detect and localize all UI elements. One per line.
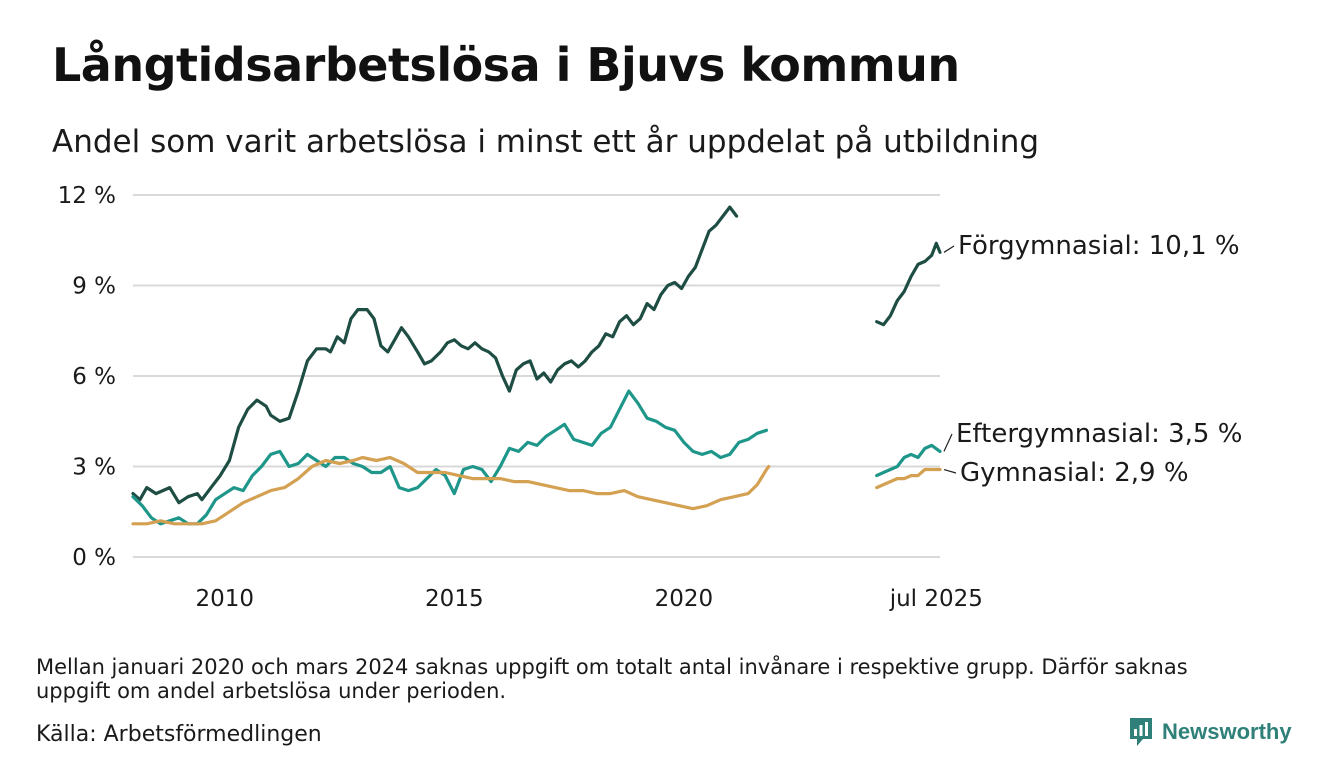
label-leader-line: [943, 468, 957, 474]
label-leader-line: [943, 245, 955, 253]
y-axis: 0 % 3 % 6 % 9 % 12 %: [58, 183, 116, 571]
x-tick-label: 2020: [655, 586, 714, 612]
y-tick-label: 12 %: [58, 183, 116, 209]
series-label-förgymnasial: Förgymnasial: 10,1 %: [958, 231, 1240, 261]
series-line-eftergymnasial: [875, 443, 942, 478]
series-lines: [131, 205, 942, 526]
series-label-eftergymnasial: Eftergymnasial: 3,5 %: [956, 419, 1242, 449]
y-tick-label: 6 %: [72, 364, 116, 390]
brand-logo[interactable]: Newsworthy: [1128, 716, 1292, 748]
line-chart: 0 % 3 % 6 % 9 % 12 % 2010 2015 2020 jul 2025 Fö…: [58, 183, 1243, 612]
y-tick-label: 0 %: [72, 545, 116, 571]
series-line-eftergymnasial: [131, 389, 769, 526]
newsworthy-logo-icon: [1130, 718, 1152, 746]
y-tick-label: 9 %: [72, 274, 116, 300]
chart-subtitle: Andel som varit arbetslösa i minst ett å…: [52, 124, 1040, 160]
series-end-labels: Förgymnasial: 10,1 % Eftergymnasial: 3,5 …: [943, 231, 1242, 488]
y-tick-label: 3 %: [72, 455, 116, 481]
x-tick-label: jul 2025: [889, 586, 983, 612]
series-label-gymnasial: Gymnasial: 2,9 %: [960, 458, 1189, 488]
brand-name: Newsworthy: [1162, 719, 1292, 744]
x-axis: 2010 2015 2020 jul 2025: [196, 586, 983, 612]
series-line-förgymnasial: [875, 241, 942, 327]
series-line-gymnasial: [131, 455, 771, 526]
series-line-gymnasial: [875, 467, 942, 490]
x-tick-label: 2015: [425, 586, 484, 612]
footnote: Mellan januari 2020 och mars 2024 saknas…: [36, 655, 1188, 703]
series-line-förgymnasial: [131, 205, 739, 505]
chart-title: Långtidsarbetslösa i Bjuvs kommun: [52, 38, 960, 92]
label-leader-line: [943, 433, 953, 452]
x-tick-label: 2010: [196, 586, 255, 612]
source-credit: Källa: Arbetsförmedlingen: [36, 722, 322, 747]
